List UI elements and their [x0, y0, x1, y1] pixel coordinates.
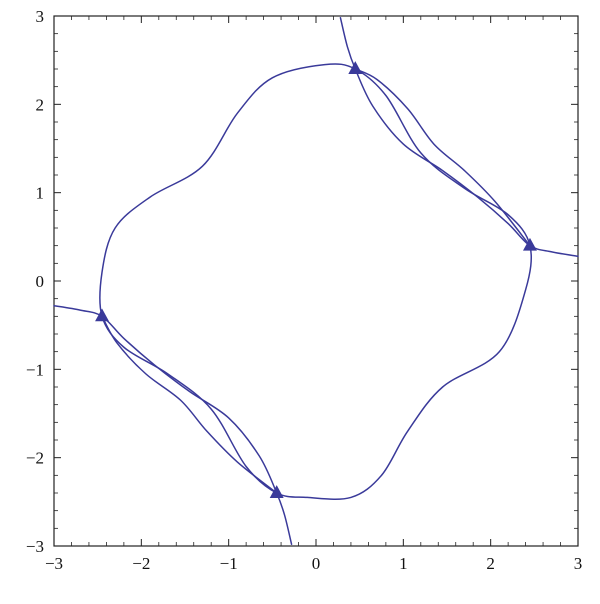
x-tick-label: −1: [220, 554, 238, 573]
open-curve-series: [53, 304, 293, 545]
open-curve-series: [339, 17, 579, 258]
y-tick-label: 2: [36, 95, 45, 114]
x-tick-label: −3: [45, 554, 63, 573]
x-tick-label: 0: [312, 554, 321, 573]
y-tick-label: −1: [26, 360, 44, 379]
ticks-layer: [53, 15, 579, 547]
triangle-marker: [269, 485, 284, 498]
triangle-marker: [522, 237, 537, 251]
markers-layer: [95, 61, 537, 498]
open-curve-series: [101, 315, 278, 494]
plot-frame: [53, 15, 579, 547]
y-tick-label: 0: [36, 272, 45, 291]
x-tick-label: −2: [132, 554, 150, 573]
x-tick-label: 2: [486, 554, 495, 573]
triangle-marker: [95, 308, 110, 322]
y-tick-label: −3: [26, 537, 44, 556]
y-tick-label: 1: [36, 184, 45, 203]
curves-layer: [53, 17, 579, 545]
x-tick-label: 1: [399, 554, 408, 573]
x-tick-label: 3: [574, 554, 583, 573]
labels-layer: −3 −2 −1 0 1 2 3 −3 −2 −1 0 1 2 3: [26, 7, 582, 573]
open-curve-series: [354, 68, 531, 247]
triangle-marker: [348, 61, 363, 74]
y-tick-label: −2: [26, 449, 44, 468]
closed-curve-series: [99, 63, 532, 500]
y-tick-label: 3: [36, 7, 45, 26]
